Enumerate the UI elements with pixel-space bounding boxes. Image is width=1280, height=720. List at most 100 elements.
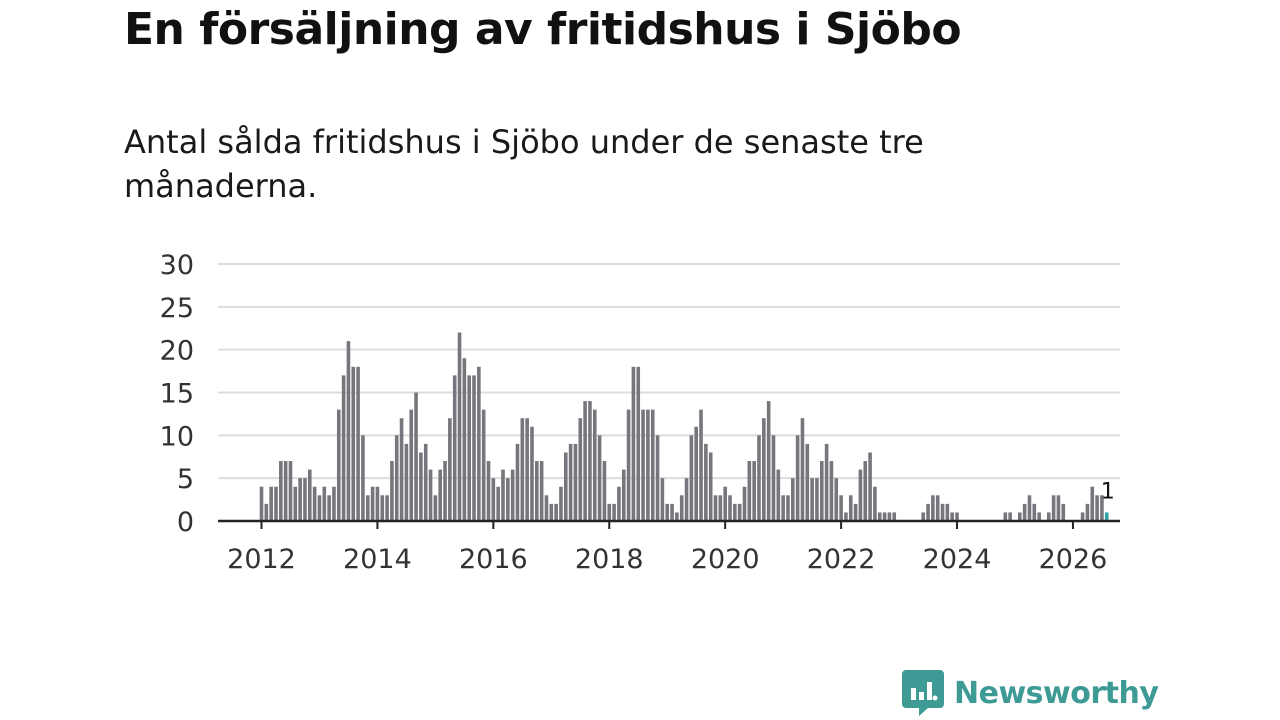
bar [394, 435, 399, 521]
bar [457, 332, 462, 521]
chart-subtitle: Antal sålda fritidshus i Sjöbo under de … [124, 123, 924, 205]
bar [844, 512, 848, 521]
bar [718, 495, 723, 521]
bar [544, 495, 549, 521]
bar [404, 443, 409, 521]
bar [549, 503, 554, 521]
bar [501, 469, 505, 521]
x-tick-label: 2022 [807, 544, 876, 575]
bar [665, 503, 670, 521]
bar [940, 503, 945, 521]
newsworthy-logo-icon [902, 670, 944, 716]
bar [607, 503, 612, 521]
x-tick-label: 2014 [343, 544, 412, 575]
bar [1046, 512, 1051, 521]
bar [694, 426, 698, 521]
y-tick-label: 30 [160, 250, 194, 281]
bar [375, 486, 380, 521]
bar [800, 418, 805, 521]
x-tick-label: 2018 [575, 544, 644, 575]
bar [602, 461, 607, 521]
bar [679, 495, 684, 521]
bar [752, 461, 756, 521]
bar [356, 366, 360, 521]
bar [848, 495, 853, 521]
bar [742, 486, 747, 521]
y-tick-label: 20 [160, 336, 194, 367]
bar [346, 341, 351, 521]
bar [288, 461, 293, 521]
bar [370, 486, 375, 521]
bar [824, 443, 829, 521]
bar [853, 503, 858, 521]
y-tick-label: 25 [160, 293, 194, 324]
bar [438, 469, 443, 521]
bar [259, 486, 264, 521]
bar [433, 495, 438, 521]
bar [336, 409, 341, 521]
bar [312, 486, 317, 521]
bar [423, 443, 428, 521]
bar [1061, 503, 1066, 521]
bar [1095, 495, 1099, 521]
bar [303, 478, 307, 521]
bar [380, 495, 385, 521]
bar [636, 366, 641, 521]
bar [795, 435, 800, 521]
bar [733, 503, 737, 521]
bar [419, 452, 423, 521]
bar [327, 495, 331, 521]
y-tick-label: 0 [177, 507, 194, 538]
bar [699, 409, 703, 521]
bar [486, 461, 491, 521]
bar [877, 512, 882, 521]
bar [621, 469, 626, 521]
latest-value-label: 1 [1101, 479, 1115, 504]
bar [791, 478, 795, 521]
bar [675, 512, 679, 521]
bar-chart: 0 5 10 15 20 25 30 2012 2014 2016 2018 2020 2022 202… [160, 250, 1120, 575]
bar [322, 486, 327, 521]
bar [1032, 503, 1037, 521]
bar [365, 495, 370, 521]
bar [559, 486, 563, 521]
bar [317, 495, 322, 521]
bar [1018, 512, 1022, 521]
bar [955, 512, 959, 521]
bar [781, 495, 785, 521]
bar [684, 478, 689, 521]
bar [931, 495, 935, 521]
bar [873, 486, 877, 521]
bar [921, 512, 926, 521]
bar [858, 469, 863, 521]
bar [510, 469, 515, 521]
bar [737, 503, 742, 521]
bar [757, 435, 761, 521]
bar [481, 409, 486, 521]
bar [655, 435, 660, 521]
bar [525, 418, 529, 521]
bar [472, 375, 476, 521]
bar [578, 418, 583, 521]
bar [747, 461, 752, 521]
bar [766, 401, 771, 521]
bar [491, 478, 496, 521]
bar [592, 409, 597, 521]
bar [1090, 486, 1095, 521]
bar [293, 486, 298, 521]
bar [776, 469, 781, 521]
bar [520, 418, 525, 521]
bar [279, 461, 283, 521]
bar [1003, 512, 1008, 521]
x-tick-label: 2016 [459, 544, 528, 575]
bar [815, 478, 819, 521]
bar [1037, 512, 1041, 521]
bar [341, 375, 346, 521]
bar [805, 443, 810, 521]
bar [863, 461, 868, 521]
bar [819, 461, 824, 521]
bar [926, 503, 930, 521]
bar [882, 512, 887, 521]
bar [496, 486, 500, 521]
bar [530, 426, 534, 521]
